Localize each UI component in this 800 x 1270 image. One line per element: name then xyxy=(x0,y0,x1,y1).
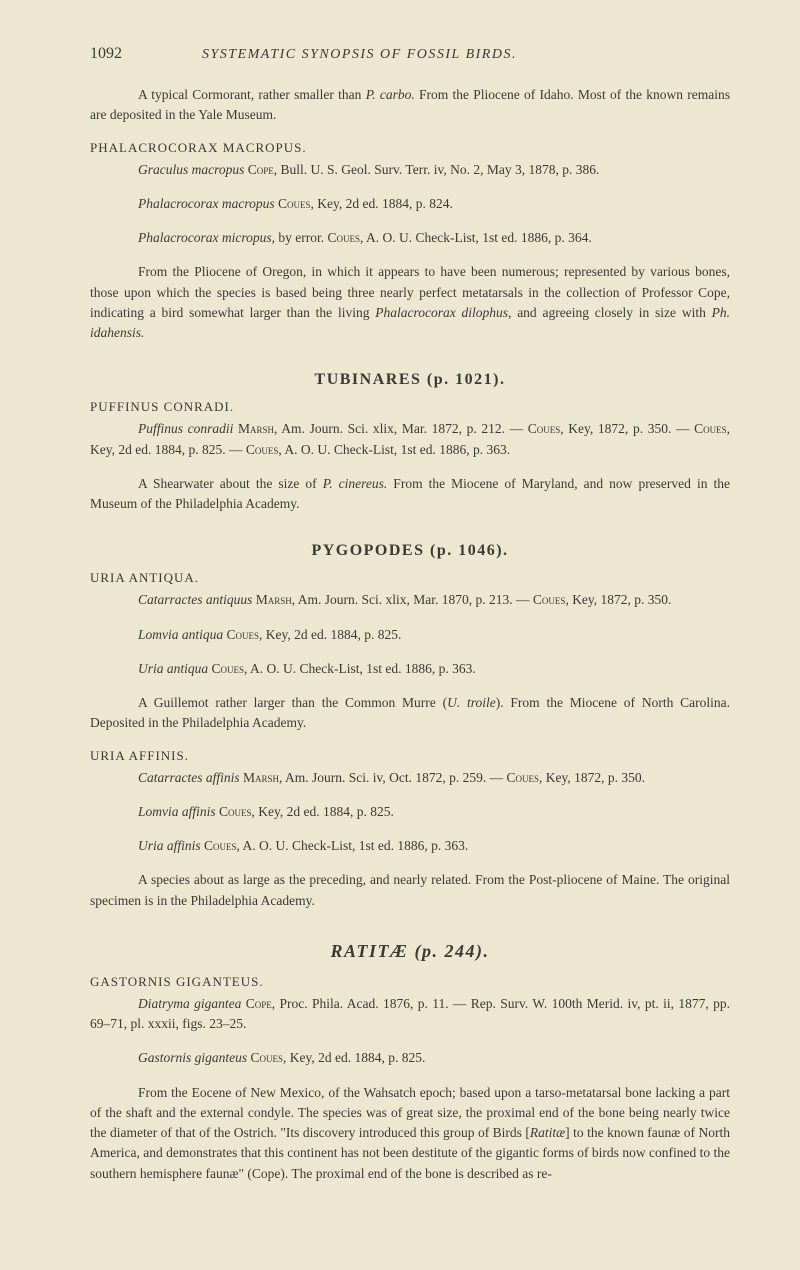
citation-puffinus: Puffinus conradii Marsh, Am. Journ. Sci.… xyxy=(90,419,730,460)
page-number: 1092 xyxy=(90,45,122,63)
paragraph-uria-affinis-body: A species about as large as the precedin… xyxy=(90,870,730,911)
citation-lomvia-antiqua: Lomvia antiqua Coues, Key, 2d ed. 1884, … xyxy=(90,625,730,645)
citation-lomvia-affinis: Lomvia affinis Coues, Key, 2d ed. 1884, … xyxy=(90,802,730,822)
taxon-italic: Lomvia antiqua xyxy=(138,627,227,642)
running-title: SYSTEMATIC SYNOPSIS OF FOSSIL BIRDS. xyxy=(202,47,517,63)
text: , Am. Journ. Sci. xlix, Mar. 1872, p. 21… xyxy=(274,421,528,436)
author-smallcaps: Coues xyxy=(204,838,237,853)
text: A typical Cormorant, rather smaller than xyxy=(138,87,366,102)
section-title-ratitae: RATITÆ (p. 244). xyxy=(90,941,730,962)
species-heading-phalacrocorax: PHALACROCORAX MACROPUS. xyxy=(90,140,730,156)
taxon-italic: Puffinus conradii xyxy=(138,421,238,436)
author-smallcaps: Coues xyxy=(219,804,252,819)
taxon-italic: Graculus macropus xyxy=(138,162,248,177)
text: , Bull. U. S. Geol. Surv. Terr. iv, No. … xyxy=(274,162,600,177)
text: A species about as large as the precedin… xyxy=(90,872,730,907)
citation-catarractes: Catarractes antiquus Marsh, Am. Journ. S… xyxy=(90,590,730,610)
taxon-italic: Phalacrocorax micropus xyxy=(138,230,272,245)
taxon-italic: Diatryma gigantea xyxy=(138,996,246,1011)
text: , A. O. U. Check-List, 1st ed. 1886, p. … xyxy=(360,230,592,245)
taxon-italic: Gastornis giganteus xyxy=(138,1050,251,1065)
author-smallcaps: Coues xyxy=(694,421,727,436)
author-smallcaps: Coues xyxy=(327,230,360,245)
species-heading-gastornis: GASTORNIS GIGANTEUS. xyxy=(90,974,730,990)
species-heading-uria-affinis: URIA AFFINIS. xyxy=(90,748,730,764)
text: , A. O. U. Check-List, 1st ed. 1886, p. … xyxy=(278,442,510,457)
text: , by error. xyxy=(272,230,328,245)
text: A Guillemot rather larger than the Commo… xyxy=(138,695,447,710)
text: A Shearwater about the size of xyxy=(138,476,323,491)
paragraph-phal-body: From the Pliocene of Oregon, in which it… xyxy=(90,262,730,343)
citation-diatryma: Diatryma gigantea Cope, Proc. Phila. Aca… xyxy=(90,994,730,1035)
text: , Am. Journ. Sci. xlix, Mar. 1870, p. 21… xyxy=(292,592,533,607)
section-title-tubinares: TUBINARES (p. 1021). xyxy=(90,371,730,389)
text: , Am. Journ. Sci. iv, Oct. 1872, p. 259.… xyxy=(279,770,507,785)
citation-ph-micropus: Phalacrocorax micropus, by error. Coues,… xyxy=(90,228,730,248)
taxon-italic: Phalacrocorax dilophus xyxy=(375,305,508,320)
species-heading-puffinus: PUFFINUS CONRADI. xyxy=(90,399,730,415)
paragraph-puffinus-body: A Shearwater about the size of P. cinere… xyxy=(90,474,730,515)
text: , and agreeing closely in size with xyxy=(508,305,712,320)
text: , Key, 2d ed. 1884, p. 825. xyxy=(252,804,394,819)
section-title-pygopodes: PYGOPODES (p. 1046). xyxy=(90,542,730,560)
text: , Key, 1872, p. 350. — xyxy=(560,421,694,436)
taxon-italic: Ratitæ xyxy=(530,1125,565,1140)
text: , Key, 2d ed. 1884, p. 825. xyxy=(283,1050,425,1065)
text: , Key, 2d ed. 1884, p. 825. xyxy=(259,627,401,642)
text: , Key, 2d ed. 1884, p. 824. xyxy=(311,196,453,211)
citation-uria-antiqua: Uria antiqua Coues, A. O. U. Check-List,… xyxy=(90,659,730,679)
taxon-italic: Catarractes antiquus xyxy=(138,592,256,607)
author-smallcaps: Marsh xyxy=(256,592,292,607)
author-smallcaps: Cope xyxy=(248,162,274,177)
author-smallcaps: Coues xyxy=(251,1050,284,1065)
author-smallcaps: Coues xyxy=(507,770,540,785)
citation-ph-macropus: Phalacrocorax macropus Coues, Key, 2d ed… xyxy=(90,194,730,214)
author-smallcaps: Marsh xyxy=(243,770,279,785)
author-smallcaps: Coues xyxy=(533,592,566,607)
citation-catarractes-affinis: Catarractes affinis Marsh, Am. Journ. Sc… xyxy=(90,768,730,788)
taxon-italic: Uria affinis xyxy=(138,838,204,853)
text: , Key, 1872, p. 350. xyxy=(539,770,645,785)
author-smallcaps: Coues xyxy=(278,196,311,211)
taxon-italic: Uria antiqua xyxy=(138,661,212,676)
paragraph-guillemot: A Guillemot rather larger than the Commo… xyxy=(90,693,730,734)
citation-graculus: Graculus macropus Cope, Bull. U. S. Geol… xyxy=(90,160,730,180)
species-heading-uria-antiqua: URIA ANTIQUA. xyxy=(90,570,730,586)
text: , A. O. U. Check-List, 1st ed. 1886, p. … xyxy=(237,838,469,853)
citation-gastornis: Gastornis giganteus Coues, Key, 2d ed. 1… xyxy=(90,1048,730,1068)
page-header: 1092 SYSTEMATIC SYNOPSIS OF FOSSIL BIRDS… xyxy=(90,45,730,63)
taxon-italic: U. troile xyxy=(447,695,496,710)
paragraph-gastornis-body: From the Eocene of New Mexico, of the Wa… xyxy=(90,1083,730,1184)
page-container: 1092 SYSTEMATIC SYNOPSIS OF FOSSIL BIRDS… xyxy=(0,0,800,1270)
author-smallcaps: Coues xyxy=(246,442,279,457)
author-smallcaps: Coues xyxy=(227,627,260,642)
author-smallcaps: Coues xyxy=(212,661,245,676)
author-smallcaps: Cope xyxy=(246,996,272,1011)
text: , A. O. U. Check-List, 1st ed. 1886, p. … xyxy=(244,661,476,676)
paragraph-cormorant: A typical Cormorant, rather smaller than… xyxy=(90,85,730,126)
text: , Key, 1872, p. 350. xyxy=(565,592,671,607)
author-smallcaps: Marsh xyxy=(238,421,274,436)
taxon-italic: P. cinereus. xyxy=(323,476,388,491)
taxon-italic: Lomvia affinis xyxy=(138,804,219,819)
taxon-italic: Catarractes affinis xyxy=(138,770,243,785)
taxon-italic: Phalacrocorax macropus xyxy=(138,196,278,211)
citation-uria-affinis: Uria affinis Coues, A. O. U. Check-List,… xyxy=(90,836,730,856)
taxon-italic: P. carbo. xyxy=(366,87,415,102)
author-smallcaps: Coues xyxy=(528,421,561,436)
